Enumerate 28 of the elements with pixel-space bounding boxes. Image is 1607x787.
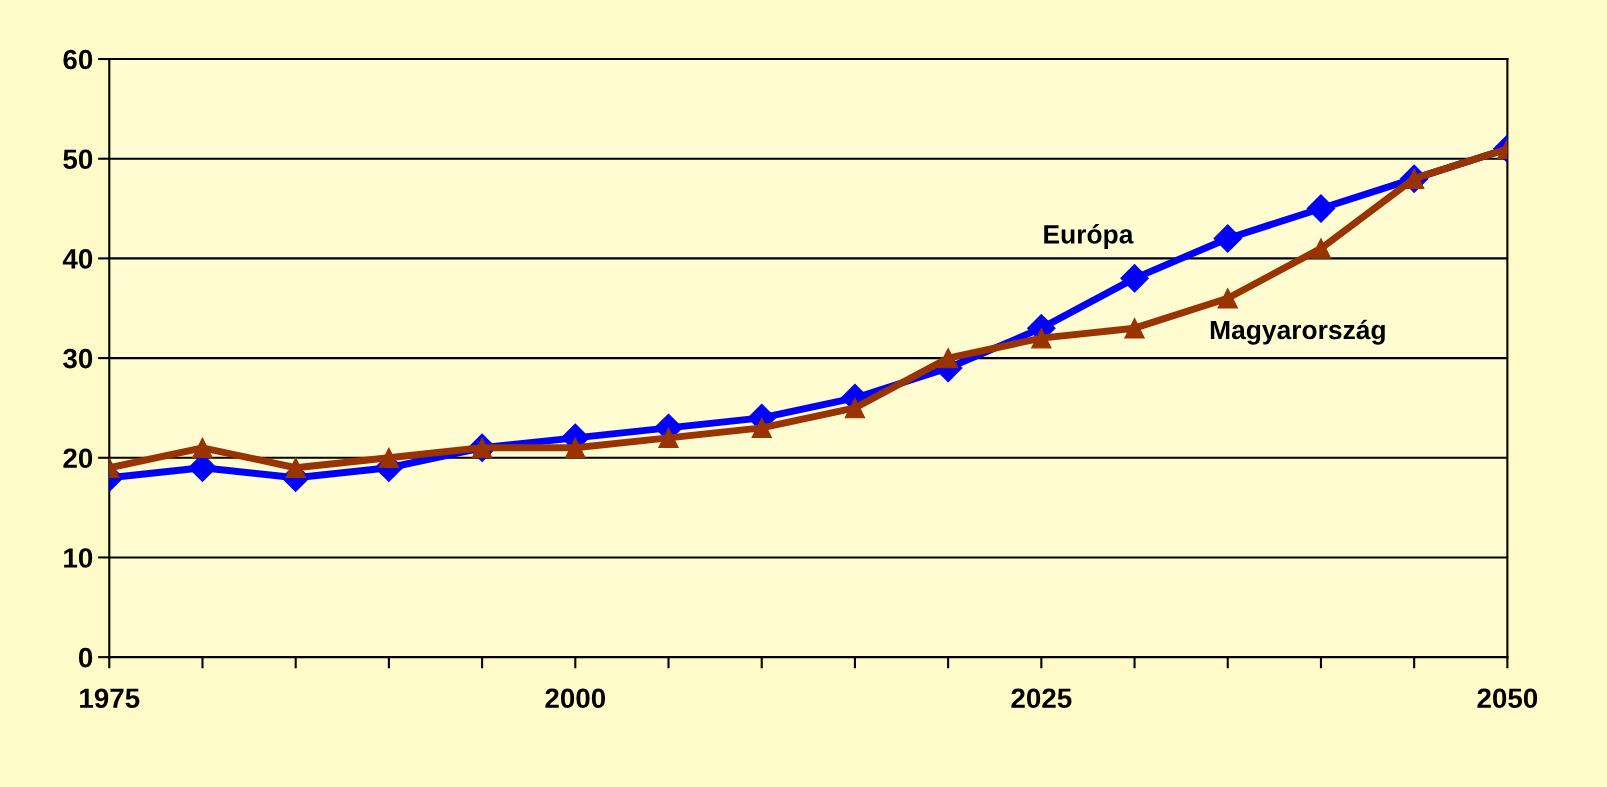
y-tick-label: 50: [63, 149, 93, 170]
y-tick-label: 40: [62, 249, 93, 269]
x-tick-label: 2000: [545, 688, 606, 709]
y-tick-label: 10: [64, 548, 93, 568]
point: [1217, 288, 1238, 309]
y-tick-label: 20: [63, 448, 93, 469]
point: [1310, 238, 1332, 259]
series-label: Magyarország: [1210, 319, 1385, 345]
point: [658, 427, 679, 449]
point: [1120, 264, 1149, 293]
point: [565, 437, 586, 459]
point: [1306, 194, 1336, 223]
x-tick-label: 2025: [1011, 688, 1072, 709]
point: [751, 417, 772, 439]
y-tick-label: 60: [63, 49, 93, 70]
x-tick-label: 2050: [1477, 688, 1538, 709]
y-tick-label: 0: [78, 647, 93, 668]
point: [1213, 224, 1243, 253]
x-tick-label: 1975: [80, 688, 140, 709]
point: [192, 437, 213, 459]
point: [1031, 327, 1052, 349]
point: [844, 397, 866, 419]
point: [285, 457, 306, 478]
point: [378, 447, 400, 469]
point: [1124, 317, 1145, 339]
y-tick-label: 30: [63, 348, 93, 369]
point: [937, 347, 959, 369]
series-label: Európa: [1044, 224, 1134, 249]
